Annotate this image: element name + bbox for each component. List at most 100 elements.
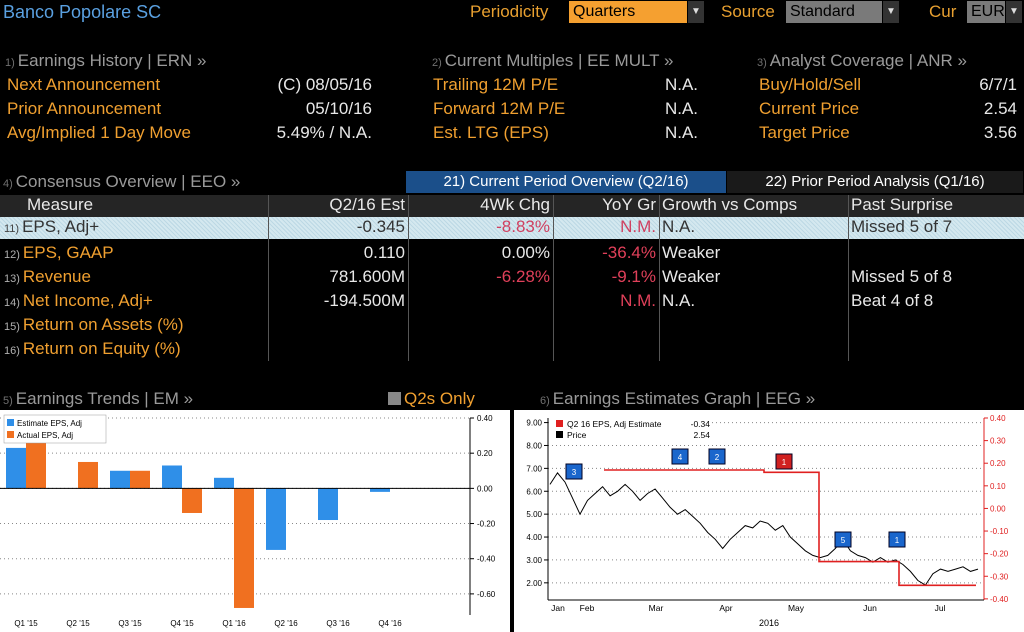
legend-swatch-estimate [7,419,14,426]
revision-marker-label: 2 [715,453,720,462]
chevron-down-icon[interactable]: ▼ [688,1,704,23]
column-divider [553,195,554,361]
consensus-table: Measure Q2/16 Est 4Wk Chg YoY Gr Growth … [0,195,1024,361]
periodicity-label: Periodicity [470,2,549,21]
bar-actual [182,488,202,513]
y-tick-label-right: 0.30 [990,437,1006,446]
y-tick-label: -0.60 [477,590,496,599]
source-dropdown[interactable]: Standard [786,1,882,23]
y-tick-label: 6.00 [526,487,542,496]
row-value: 2.54 [983,99,1017,118]
cell-chg: -8.83% [496,217,550,236]
legend-label: Price [567,430,587,440]
cell-est: -0.345 [356,217,405,236]
table-row[interactable]: 13) Revenue [4,267,91,286]
consensus-overview-link[interactable]: 4) Consensus Overview | EEO » [3,172,241,191]
y-tick-label-right: 0.40 [990,414,1006,423]
x-tick-label: Apr [719,603,732,613]
earnings-trends-link[interactable]: 5) Earnings Trends | EM » [3,389,194,408]
legend-label: Estimate EPS, Adj [17,419,82,428]
cell-comps: Weaker [662,243,721,262]
price-line [549,472,979,586]
row-value: 5.49% / N.A. [276,123,372,142]
y-tick-label-right: -0.20 [990,550,1009,559]
revision-marker [708,448,726,465]
x-tick-label: Feb [580,603,595,613]
y-tick-label: -0.40 [477,555,496,564]
y-tick-label: 4.00 [526,533,542,542]
y-tick-label-right: 0.00 [990,504,1006,513]
row-label: Next Announcement [7,75,161,94]
table-row[interactable]: 16) Return on Equity (%) [4,339,181,358]
cell-est: 781.600M [329,267,405,286]
row-label: Target Price [759,123,850,142]
currency-dropdown[interactable]: EUR [967,1,1005,23]
y-tick-label: 3.00 [526,556,542,565]
earnings-trends-chart: 0.40 0.20 0.00 -0.20 -0.40 -0.60 Q1 '15 Q2 '15 Q… [0,410,510,632]
y-tick-label: -0.20 [477,520,496,529]
legend-value: -0.34 [691,419,711,429]
analyst-coverage-link[interactable]: 3) Analyst Coverage | ANR » [757,51,967,70]
current-multiples-link[interactable]: 2) Current Multiples | EE MULT » [432,51,674,70]
selected-row-highlight [0,217,1024,239]
bar-estimate [214,477,234,489]
y-tick-label: 2.00 [526,579,542,588]
estimate-line [604,469,976,587]
table-row[interactable]: 15) Return on Assets (%) [4,315,184,334]
col-header-est[interactable]: Q2/16 Est [329,195,405,214]
earnings-estimates-link[interactable]: 6) Earnings Estimates Graph | EEG » [540,389,816,408]
row-value: N.A. [664,99,698,118]
earnings-history-link[interactable]: 1) Earnings History | ERN » [5,51,207,70]
revision-marker [834,531,852,548]
y-tick-label-right: 0.10 [990,482,1006,491]
bar-actual [130,470,150,489]
bar-estimate [6,447,26,489]
legend-swatch-price [556,431,563,438]
row-value: N.A. [664,123,698,142]
chart-legend [552,415,712,442]
cell-comps: N.A. [662,217,696,236]
chevron-down-icon[interactable]: ▼ [1006,1,1022,23]
revision-marker-label: 4 [678,453,683,462]
table-row[interactable]: 12) EPS, GAAP [4,243,114,262]
cell-surprise: Beat 4 of 8 [851,291,934,310]
cell-est: 0.110 [363,243,405,262]
chevron-down-icon[interactable]: ▼ [883,1,899,23]
checkbox-icon[interactable] [388,392,401,405]
cell-chg: 0.00% [501,243,550,262]
cell-est: -194.500M [323,291,405,310]
chart-background [0,410,510,632]
col-header-comps[interactable]: Growth vs Comps [662,195,798,214]
chart-legend [3,414,107,444]
table-row[interactable]: 11) EPS, Adj+ [4,217,100,236]
col-header-yoy[interactable]: YoY Gr [602,195,656,214]
source-label: Source [721,2,775,21]
col-header-measure[interactable]: Measure [27,195,94,214]
bar-estimate [318,488,338,521]
periodicity-dropdown[interactable]: Quarters [569,1,687,23]
row-label: Forward 12M P/E [433,99,566,118]
row-label: Trailing 12M P/E [433,75,559,94]
cell-comps: N.A. [662,291,696,310]
legend-swatch-actual [7,431,14,438]
col-header-chg[interactable]: 4Wk Chg [480,195,550,214]
legend-swatch-estimate [556,420,563,427]
y-tick-label: 8.00 [526,441,542,450]
row-label: Avg/Implied 1 Day Move [7,123,191,142]
row-value: 3.56 [983,123,1017,142]
y-tick-label: 5.00 [526,510,542,519]
col-header-surprise[interactable]: Past Surprise [851,195,954,214]
table-row[interactable]: 14) Net Income, Adj+ [4,291,153,310]
x-tick-label: May [788,603,805,613]
x-tick-label: Q1 '15 [14,619,38,628]
x-tick-label: Q3 '16 [326,619,350,628]
q2s-only-toggle[interactable]: Q2s Only [388,389,475,409]
tab-prior-period[interactable]: 22) Prior Period Analysis (Q1/16) [727,171,1023,193]
tab-current-period[interactable]: 21) Current Period Overview (Q2/16) [406,171,726,193]
y-tick-label: 7.00 [526,464,542,473]
bar-estimate [370,488,390,492]
revision-marker [565,463,583,480]
year-label: 2016 [759,618,779,628]
bar-estimate [266,488,286,550]
table-header [0,195,1024,217]
